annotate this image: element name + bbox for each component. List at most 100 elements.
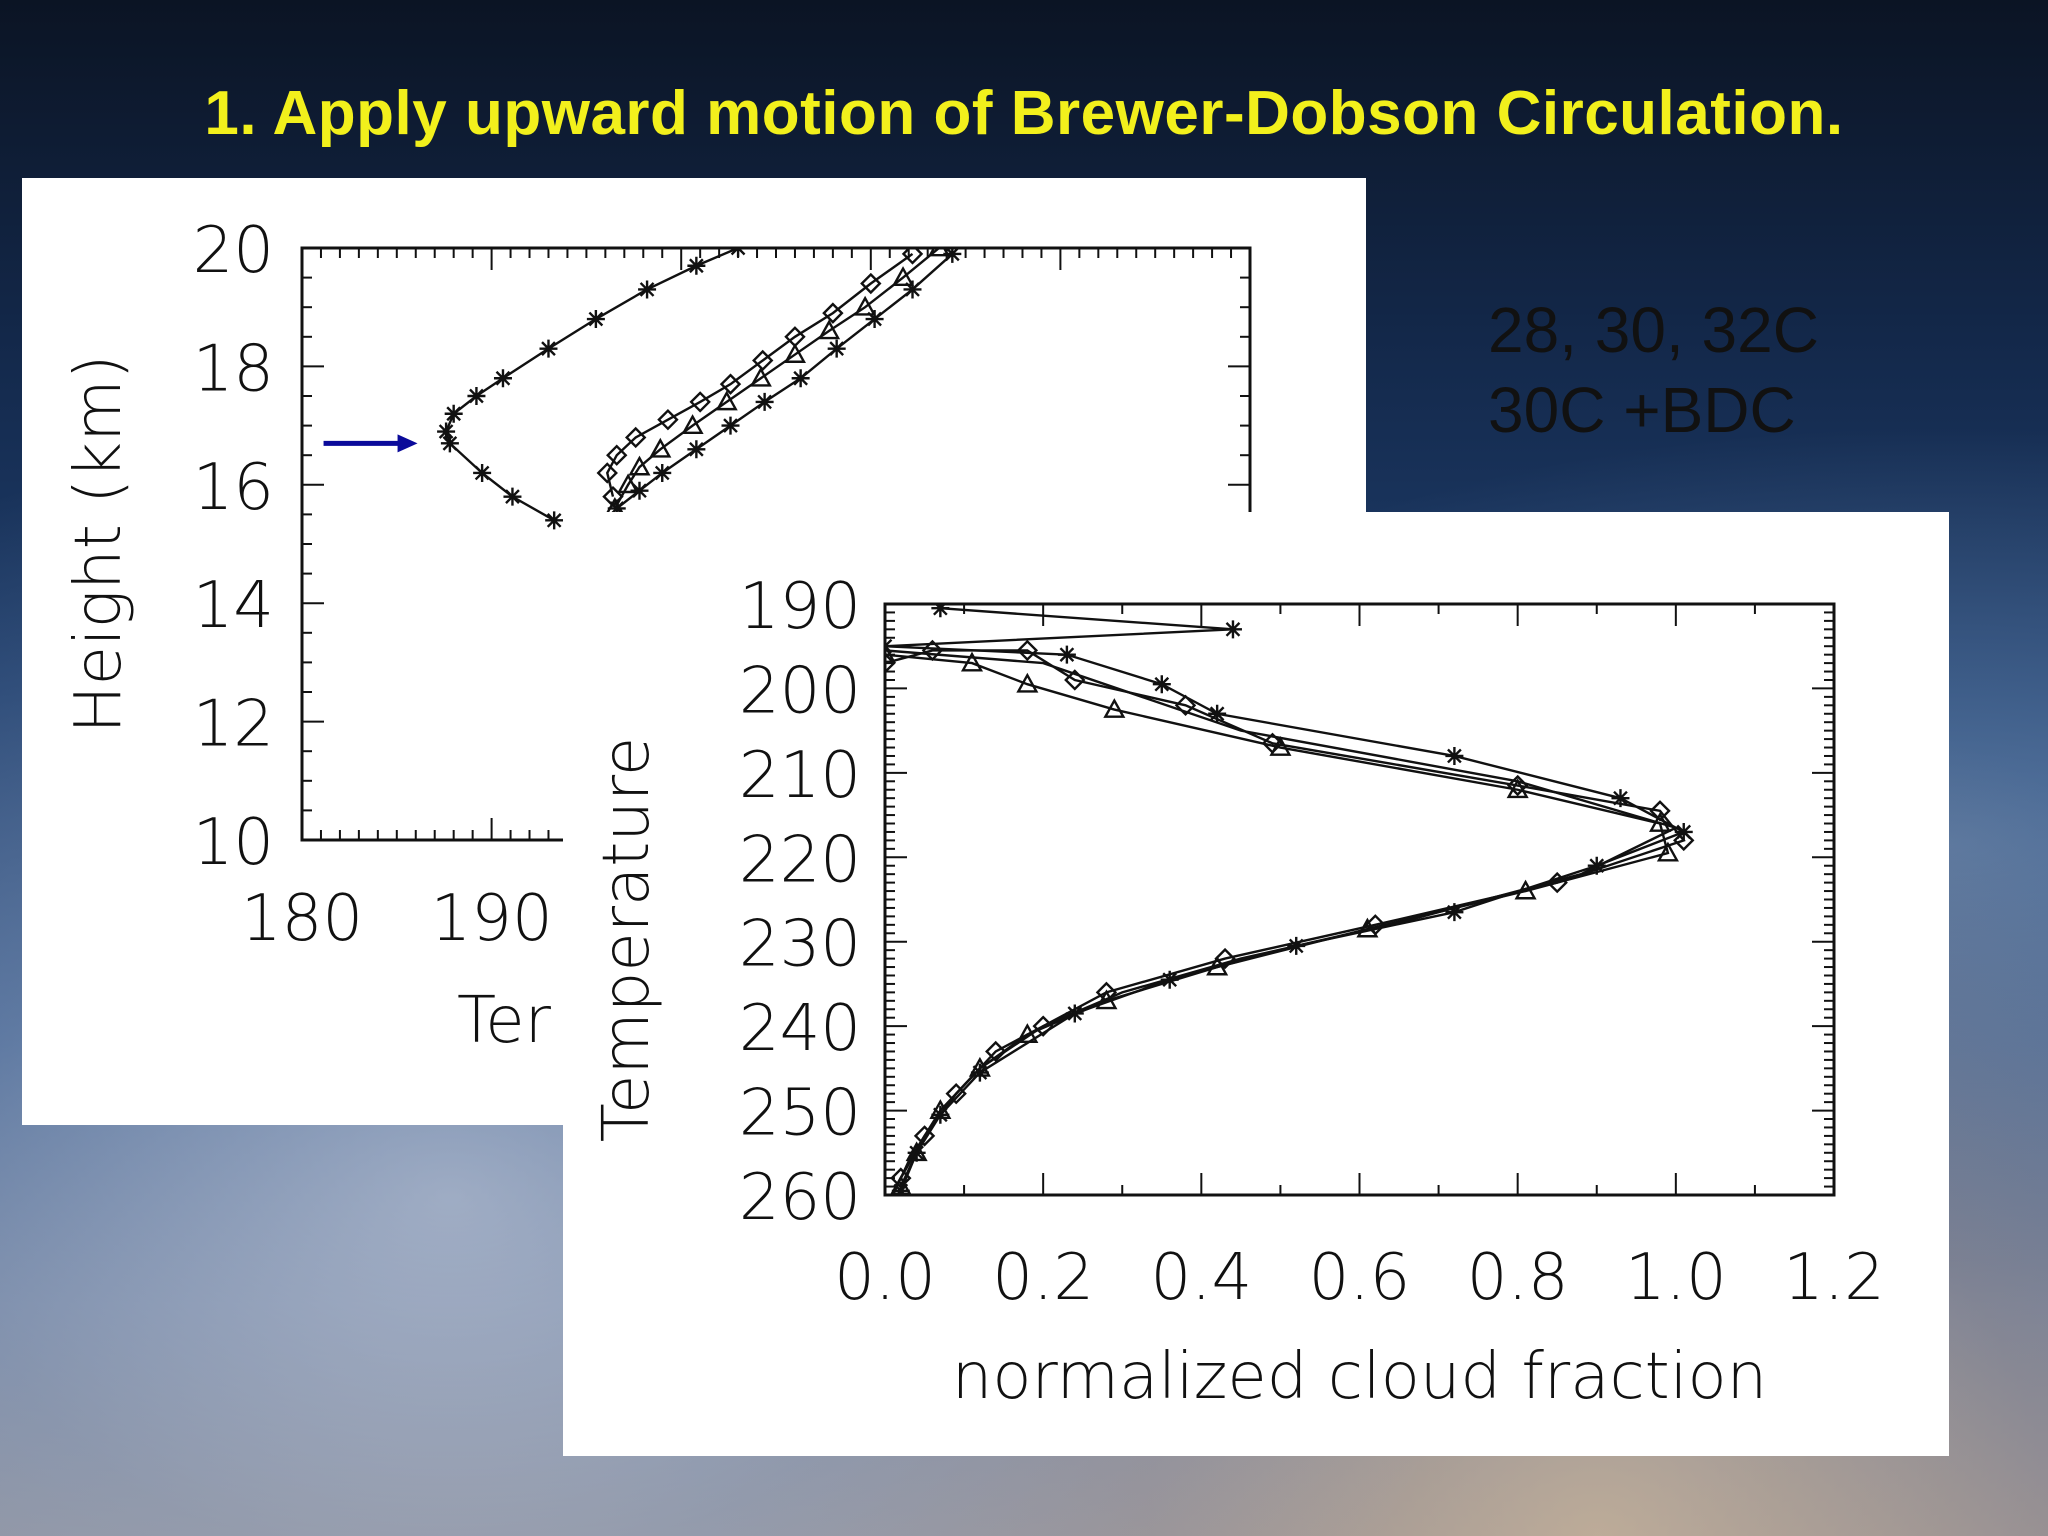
data-point-marker	[689, 391, 711, 413]
plot-frame	[883, 602, 1836, 1197]
y-tick-label: 240	[739, 992, 861, 1066]
data-series-3	[603, 248, 951, 517]
data-point-marker	[1016, 672, 1039, 693]
x-tick-label: 0.4	[1150, 1241, 1252, 1315]
data-point-marker	[929, 1099, 952, 1119]
data-point-marker	[617, 473, 640, 494]
data-series-4	[607, 248, 962, 518]
y-tick-label: 220	[739, 823, 861, 897]
x-tick-label: 0.6	[1309, 1241, 1411, 1315]
data-point-marker	[791, 369, 810, 388]
data-point-marker	[818, 319, 841, 340]
data-point-marker	[913, 1125, 936, 1147]
y-tick-label: 14	[193, 569, 274, 643]
data-point-marker	[437, 422, 456, 441]
y-tick-label: 190	[739, 570, 861, 644]
data-point-marker	[473, 463, 492, 482]
y-tick-label: 230	[739, 908, 861, 982]
x-axis-label: normalized cloud fraction	[952, 1340, 1767, 1414]
data-point-marker	[1057, 645, 1076, 664]
y-tick-label: 18	[193, 332, 274, 406]
data-point-marker	[901, 248, 924, 265]
data-point-marker	[1103, 698, 1126, 718]
data-point-marker	[493, 369, 512, 388]
data-point-marker	[860, 272, 882, 295]
series-line	[444, 248, 739, 522]
data-point-marker	[749, 366, 772, 387]
data-point-marker	[630, 481, 649, 500]
y-tick-label: 210	[739, 739, 861, 813]
data-point-marker	[467, 387, 486, 405]
series-line	[885, 653, 1670, 1188]
data-point-marker	[1208, 704, 1227, 723]
annotation-line-1: 28, 30, 32C	[1488, 294, 1819, 366]
data-point-marker	[657, 408, 679, 431]
y-tick-label: 260	[739, 1161, 861, 1235]
series-line	[885, 607, 1687, 1192]
data-point-marker	[885, 643, 897, 664]
data-point-marker	[985, 1040, 1007, 1063]
data-point-marker	[928, 248, 951, 257]
y-tick-label: 16	[193, 451, 274, 525]
data-point-marker	[783, 343, 806, 363]
data-point-marker	[1673, 829, 1695, 852]
data-series-1	[885, 604, 1693, 1195]
data-point-marker	[681, 414, 704, 434]
data-point-marker	[596, 462, 618, 484]
data-point-marker	[943, 248, 962, 263]
data-point-marker	[719, 373, 742, 395]
data-point-marker	[960, 651, 984, 672]
series-line	[605, 252, 914, 497]
y-tick-label: 12	[193, 688, 274, 762]
data-point-marker	[649, 437, 672, 458]
annotation-line-2: 30C +BDC	[1488, 374, 1796, 446]
series-line	[885, 649, 1680, 1195]
data-point-marker	[905, 1141, 928, 1162]
data-point-marker	[638, 280, 657, 299]
x-tick-label: 1.2	[1783, 1241, 1885, 1315]
data-point-marker	[687, 256, 706, 275]
data-series-4	[885, 649, 1680, 1195]
data-point-marker	[1649, 800, 1671, 822]
legend-annotation: 28, 30, 32C 30C +BDC	[1488, 290, 1819, 450]
data-point-marker	[539, 339, 558, 358]
series-line	[885, 649, 1686, 1179]
data-point-marker	[586, 310, 605, 329]
x-tick-label: 0.8	[1467, 1241, 1569, 1315]
slide-title: 1. Apply upward motion of Brewer-Dobson …	[204, 79, 1844, 148]
data-point-marker	[715, 390, 738, 411]
data-point-marker	[865, 310, 884, 329]
data-point-marker	[1214, 947, 1236, 970]
data-series-1	[437, 248, 748, 530]
data-point-marker	[606, 444, 628, 466]
data-point-marker	[903, 280, 922, 299]
data-point-marker	[545, 511, 564, 530]
data-point-marker	[1506, 778, 1529, 799]
cloud-fraction-chart-panel: 0.0 0.2 0.4 0.6 0.8 1.0 1.2 190 200 210 220 230 240 2…	[563, 512, 1949, 1456]
data-point-marker	[854, 295, 877, 316]
data-series-2	[885, 639, 1695, 1189]
data-point-marker	[687, 440, 706, 459]
data-point-marker	[1016, 639, 1039, 662]
data-point-marker	[1223, 620, 1242, 639]
data-point-marker	[945, 1082, 967, 1105]
data-point-marker	[1174, 694, 1197, 717]
plot-area	[885, 604, 1695, 1195]
series-line	[613, 248, 940, 510]
data-point-marker	[822, 302, 844, 324]
data-point-marker	[729, 248, 748, 257]
height-temperature-chart: 180 190 10 12 14 16 18 20 Ter Height (km)	[62, 214, 1252, 1058]
x-tick-label: 0.0	[834, 1241, 936, 1315]
plot-area	[437, 248, 962, 530]
annotation-arrow-head	[397, 434, 418, 453]
x-tick-label: 180	[241, 882, 363, 956]
y-tick-label: 10	[193, 806, 274, 880]
data-point-marker	[968, 1056, 991, 1077]
data-point-marker	[1445, 746, 1464, 765]
x-tick-label: 0.2	[992, 1241, 1094, 1315]
data-point-marker	[444, 404, 463, 423]
data-point-marker	[440, 434, 459, 453]
data-point-marker	[931, 604, 950, 618]
data-point-marker	[1445, 903, 1464, 922]
x-tick-label: 1.0	[1625, 1241, 1727, 1315]
